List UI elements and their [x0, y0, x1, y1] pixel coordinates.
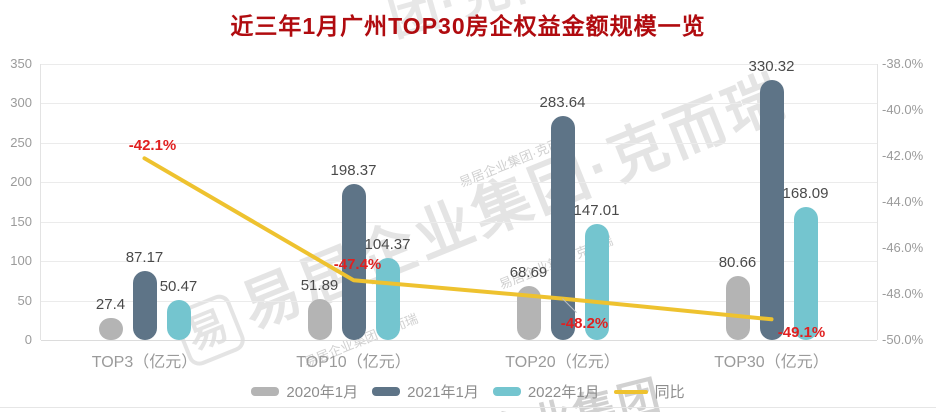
legend-item-2022年1月: 2022年1月 [492, 381, 600, 402]
legend-bar-swatch [251, 387, 280, 396]
bar-value-label: 330.32 [748, 57, 795, 75]
bar-value-label: 198.37 [330, 161, 377, 179]
x-axis-tick: TOP20（亿元） [505, 354, 620, 371]
bar-value-label: 87.17 [125, 249, 164, 267]
legend-bar-swatch [372, 387, 401, 396]
bar-2020年1月 [725, 276, 750, 340]
gridline [41, 300, 877, 302]
gridline [41, 142, 877, 144]
y-axis-left-tick: 200 [10, 174, 32, 190]
legend-item-2021年1月: 2021年1月 [372, 381, 479, 402]
y-axis-left-tick: 250 [10, 134, 32, 150]
y-axis-left-tick: 300 [10, 95, 32, 111]
bar-2020年1月 [516, 285, 541, 340]
gridline [41, 182, 877, 184]
bar-value-label: 27.4 [95, 296, 126, 314]
legend-label: 2021年1月 [407, 384, 479, 401]
legend-label: 同比 [654, 384, 685, 401]
x-axis-tick: TOP30（亿元） [714, 354, 829, 371]
bar-2021年1月 [759, 79, 784, 340]
y-axis-left-tick: 0 [24, 332, 32, 347]
bar-2020年1月 [307, 299, 332, 340]
line-point-label: -47.4% [333, 256, 382, 274]
line-point-label: -49.1% [777, 324, 826, 342]
bar-value-label: 104.37 [364, 235, 411, 253]
y-axis-right-tick: -42.0% [882, 148, 924, 163]
gridline [41, 64, 877, 65]
bar-2021年1月 [550, 116, 575, 340]
bar-value-label: 283.64 [539, 94, 586, 112]
chart-title: 近三年1月广州TOP30房企权益金额规模一览 [230, 13, 706, 39]
legend-label: 2022年1月 [527, 384, 600, 401]
bar-value-label: 168.09 [782, 185, 829, 203]
y-axis-left-tick: 350 [10, 56, 32, 71]
gridline [41, 340, 877, 341]
gridline [41, 221, 877, 223]
gridline [41, 103, 877, 105]
legend: 2020年1月 2021年1月 2022年1月 同比 [0, 381, 936, 402]
y-axis-right-tick: -48.0% [882, 286, 924, 301]
bar-2020年1月 [98, 318, 123, 340]
bar-2022年1月 [793, 207, 818, 340]
bar-value-label: 80.66 [718, 254, 757, 272]
y-axis-right-tick: -40.0% [882, 102, 924, 117]
legend-label: 2020年1月 [286, 384, 359, 401]
y-axis-right-tick: -38.0% [882, 56, 924, 71]
y-axis-left-tick: 100 [10, 253, 32, 269]
plot-area [40, 64, 878, 341]
bar-value-label: 68.69 [509, 263, 548, 281]
legend-item-同比: 同比 [613, 381, 685, 402]
line-point-label: -48.2% [560, 314, 609, 332]
bar-value-label: 147.01 [573, 202, 620, 220]
y-axis-right-tick: -50.0% [882, 332, 924, 347]
y-axis-left-tick: 150 [10, 213, 32, 229]
y-axis-right-tick: -44.0% [882, 194, 924, 209]
x-axis-tick: TOP3（亿元） [91, 354, 198, 371]
line-point-label: -42.1% [128, 137, 177, 155]
bar-2022年1月 [166, 300, 191, 340]
y-axis-right-tick: -46.0% [882, 240, 924, 255]
bar-value-label: 50.47 [159, 278, 198, 296]
bar-value-label: 51.89 [300, 277, 339, 295]
bottom-divider [0, 407, 936, 408]
x-axis-tick: TOP10（亿元） [296, 354, 411, 371]
legend-item-2020年1月: 2020年1月 [251, 381, 358, 402]
legend-bar-swatch [492, 387, 521, 396]
legend-line-swatch [613, 389, 648, 394]
y-axis-left-tick: 50 [17, 292, 32, 308]
